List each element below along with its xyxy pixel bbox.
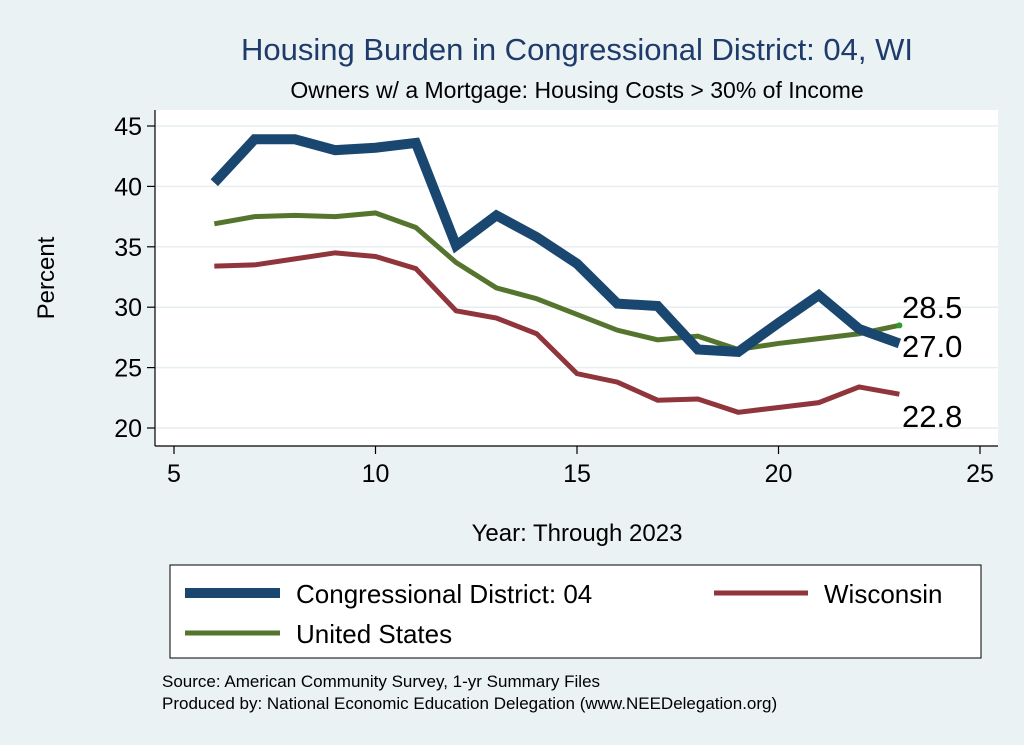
series-line-wisconsin xyxy=(214,250,900,415)
legend-box xyxy=(169,564,982,659)
chart-title: Housing Burden in Congressional District… xyxy=(241,32,913,67)
y-axis-title: Percent xyxy=(33,236,60,319)
x-tick-label-10: 10 xyxy=(362,460,390,488)
y-tick-label-30: 30 xyxy=(114,294,142,322)
gridlines xyxy=(156,125,998,429)
legend-label-wisconsin: Wisconsin xyxy=(824,579,942,609)
y-ticks: 20 25 30 35 40 45 xyxy=(114,113,155,443)
series-line-us xyxy=(213,210,900,353)
x-ticks: 5 10 15 20 25 xyxy=(167,446,994,488)
end-label-district: 27.0 xyxy=(902,329,962,364)
plot-area xyxy=(155,110,998,446)
x-tick-label-20: 20 xyxy=(765,460,793,488)
x-tick-label-15: 15 xyxy=(563,460,591,488)
y-tick-label-20: 20 xyxy=(114,415,142,443)
series-line-district xyxy=(210,134,902,357)
end-labels: 28.5 27.0 22.8 xyxy=(902,290,962,434)
legend: Congressional District: 04 Wisconsin Uni… xyxy=(169,564,982,659)
us-endpoint-marker xyxy=(896,322,903,329)
producer-note: Produced by: National Economic Education… xyxy=(162,694,777,713)
end-label-wisconsin: 22.8 xyxy=(902,399,962,434)
x-tick-label-25: 25 xyxy=(966,460,994,488)
x-axis-title: Year: Through 2023 xyxy=(472,520,683,547)
legend-label-us: United States xyxy=(296,619,452,649)
series-lines xyxy=(210,134,903,415)
legend-label-district: Congressional District: 04 xyxy=(296,579,592,609)
source-note: Source: American Community Survey, 1-yr … xyxy=(162,672,600,691)
x-tick-label-5: 5 xyxy=(167,460,181,488)
y-tick-label-40: 40 xyxy=(114,173,142,201)
y-tick-label-45: 45 xyxy=(114,113,142,141)
y-tick-label-35: 35 xyxy=(114,234,142,262)
end-label-us: 28.5 xyxy=(902,290,962,325)
chart-subtitle: Owners w/ a Mortgage: Housing Costs > 30… xyxy=(290,77,863,103)
y-tick-label-25: 25 xyxy=(114,355,142,383)
